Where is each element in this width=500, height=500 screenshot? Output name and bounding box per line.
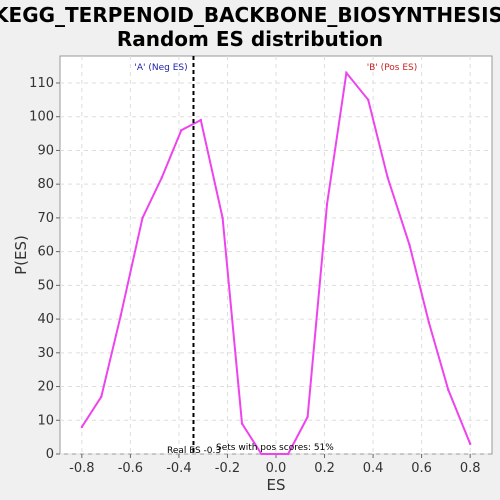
x-tick-label: 0.6	[411, 461, 432, 476]
y-tick-label: 0	[46, 447, 54, 462]
data-point	[100, 395, 103, 398]
y-tick-label: 20	[37, 380, 54, 395]
real-es-label: Real ES -0.3	[167, 446, 221, 456]
data-point	[160, 176, 164, 179]
series-layer	[80, 70, 472, 456]
data-point	[367, 98, 370, 102]
y-tick-label: 50	[37, 278, 54, 293]
chart-title-line-2: Random ES distribution	[117, 27, 383, 51]
pos-es-label: 'B' (Pos ES)	[367, 63, 418, 73]
y-tick-label: 70	[37, 211, 54, 226]
y-axis-ticks: 0 10 20 30 40 50 60 70 80 90 100 110	[29, 76, 60, 462]
y-tick-label: 40	[37, 312, 54, 327]
data-point	[468, 442, 472, 446]
data-point	[286, 452, 290, 456]
data-point	[306, 415, 309, 419]
data-point	[141, 216, 144, 220]
y-tick-label: 30	[37, 346, 54, 361]
data-point	[240, 422, 244, 425]
data-point	[199, 118, 202, 122]
data-point	[180, 129, 183, 132]
x-tick-label: -0.2	[215, 461, 240, 476]
y-tick-label: 80	[37, 177, 54, 192]
y-tick-label: 110	[29, 76, 54, 91]
data-point	[221, 216, 224, 220]
data-point	[447, 388, 450, 392]
y-tick-label: 90	[37, 143, 54, 158]
data-point	[80, 425, 84, 429]
series-line	[80, 70, 472, 455]
x-axis-ticks: -0.8 -0.6 -0.4 -0.2 0.0 0.2 0.4 0.6 0.8	[69, 454, 481, 476]
y-tick-label: 60	[37, 245, 54, 260]
x-tick-label: 0.0	[266, 461, 287, 476]
data-point	[408, 243, 411, 247]
x-tick-label: -0.6	[118, 461, 143, 476]
y-tick-label: 100	[29, 110, 54, 125]
x-tick-label: 0.4	[363, 461, 384, 476]
data-point	[260, 452, 263, 456]
x-axis-label: ES	[267, 476, 286, 494]
data-point	[386, 176, 389, 179]
pos-scores-label: Sets with pos scores: 51%	[216, 443, 334, 453]
y-tick-label: 10	[37, 413, 54, 428]
x-tick-label: 0.2	[314, 461, 335, 476]
data-point	[345, 71, 348, 75]
chart-title-line-1: KEGG_TERPENOID_BACKBONE_BIOSYNTHESIS:	[0, 3, 500, 27]
x-tick-label: -0.4	[166, 461, 191, 476]
x-tick-label: 0.8	[460, 461, 481, 476]
neg-es-label: 'A' (Neg ES)	[134, 63, 187, 73]
x-tick-label: -0.8	[69, 461, 94, 476]
data-point	[427, 321, 431, 324]
y-axis-label: P(ES)	[12, 235, 30, 275]
data-point	[119, 314, 122, 317]
data-point	[325, 203, 329, 206]
